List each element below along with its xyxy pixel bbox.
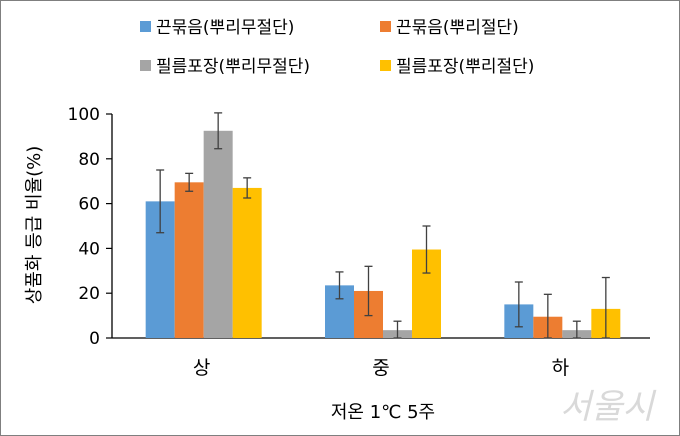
y-tick-label: 40 <box>78 239 100 259</box>
y-tick-label: 100 <box>68 105 100 125</box>
legend-swatch <box>140 60 151 71</box>
legend-swatch <box>140 21 151 32</box>
y-tick-label: 20 <box>78 284 100 304</box>
y-tick-label: 60 <box>78 195 100 215</box>
legend-label: 필름포장(뿌리무절단) <box>156 57 310 77</box>
x-tick-label: 상 <box>193 357 210 379</box>
y-axis-title: 상품화 등급 비율(%) <box>24 146 45 305</box>
legend-swatch <box>380 60 391 71</box>
bar-0-3 <box>232 187 262 338</box>
x-tick-label: 중 <box>372 357 389 379</box>
legend: 끈묶음(뿌리무절단) 끈묶음(뿌리절단) 필름포장(뿌리무절단) 필름포장(뿌리절단) <box>140 18 534 77</box>
legend-label: 끈묶음(뿌리절단) <box>396 18 519 38</box>
legend-label: 필름포장(뿌리절단) <box>396 57 534 77</box>
legend-swatch <box>380 21 391 32</box>
x-tick-label: 하 <box>552 357 569 379</box>
bar-0-1 <box>174 182 204 338</box>
bar-0-2 <box>203 130 233 338</box>
error-bars <box>156 112 610 339</box>
y-tick-label: 80 <box>78 150 100 170</box>
bars <box>145 130 621 338</box>
x-axis-title: 저온 1℃ 5주 <box>331 402 435 423</box>
y-tick-label: 0 <box>89 329 100 349</box>
legend-label: 끈묶음(뿌리무절단) <box>156 18 294 38</box>
watermark-logo: 서울시 <box>560 387 657 427</box>
